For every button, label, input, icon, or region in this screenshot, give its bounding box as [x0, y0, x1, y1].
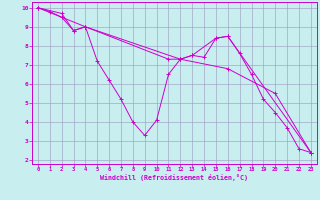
- X-axis label: Windchill (Refroidissement éolien,°C): Windchill (Refroidissement éolien,°C): [100, 174, 248, 181]
